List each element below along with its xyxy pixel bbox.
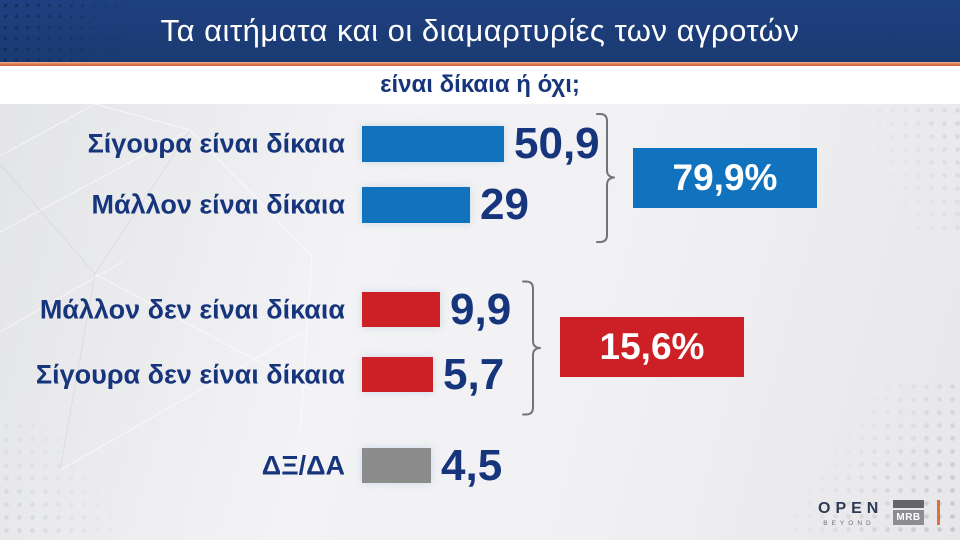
mrb-logo-bar (893, 500, 924, 508)
subtitle-strip: είναι δίκαια ή όχι; (0, 66, 960, 104)
bar-value: 50,9 (514, 119, 600, 168)
bar (362, 292, 440, 327)
bar-label: Μάλλον είναι δίκαια (91, 189, 345, 220)
open-channel-logo: OPEN BEYOND (818, 500, 884, 528)
bar-row: ΔΞ/ΔΑ 4,5 (0, 443, 960, 487)
bar (362, 126, 504, 162)
mrb-logo: MRB (893, 500, 924, 525)
page-title: Τα αιτήματα και οι διαμαρτυρίες των αγρο… (160, 13, 800, 48)
open-logo-subtext: BEYOND (823, 520, 875, 527)
bar-value: 29 (480, 180, 529, 229)
mrb-logo-text: MRB (893, 510, 924, 525)
summary-box-negative: 15,6% (560, 317, 744, 377)
bar-row: Σίγουρα είναι δίκαια 50,9 (0, 122, 960, 166)
bar (362, 187, 470, 223)
bar-value: 4,5 (441, 440, 503, 490)
bar-value: 9,9 (450, 284, 512, 334)
summary-box-positive: 79,9% (633, 148, 817, 208)
bar-row: Σίγουρα δεν είναι δίκαια 5,7 (0, 352, 960, 396)
header-dot-pattern (0, 0, 200, 62)
bar-label: Μάλλον δεν είναι δίκαια (39, 294, 345, 324)
bar (362, 357, 433, 392)
bar-label: Σίγουρα δεν είναι δίκαια (35, 359, 345, 389)
bar-label: ΔΞ/ΔΑ (261, 450, 345, 480)
page-subtitle: είναι δίκαια ή όχι; (380, 71, 580, 98)
orange-tick-decoration (937, 500, 940, 525)
bar-label: Σίγουρα είναι δίκαια (87, 128, 345, 159)
bar (362, 448, 431, 483)
bar-row: Μάλλον δεν είναι δίκαια 9,9 (0, 287, 960, 331)
open-logo-text: OPEN (818, 500, 884, 517)
bar-row: Μάλλον είναι δίκαια 29 (0, 183, 960, 227)
orange-divider (0, 62, 960, 66)
bar-value: 5,7 (443, 349, 505, 399)
header-bar: Τα αιτήματα και οι διαμαρτυρίες των αγρο… (0, 0, 960, 62)
